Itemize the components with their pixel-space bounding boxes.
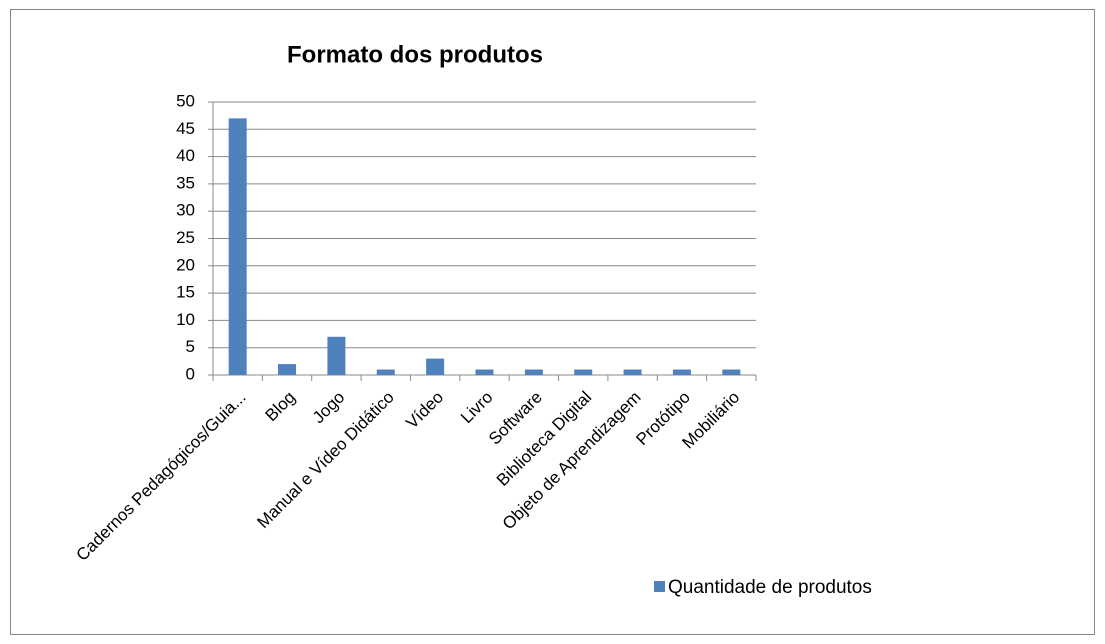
chart-frame bbox=[10, 9, 1095, 635]
bar bbox=[623, 369, 642, 375]
bar bbox=[228, 118, 247, 375]
chart-title: Formato dos produtos bbox=[287, 41, 543, 68]
y-tick-label: 50 bbox=[176, 91, 195, 110]
y-tick-label: 20 bbox=[176, 255, 195, 274]
bar bbox=[475, 369, 494, 375]
y-tick-label: 5 bbox=[186, 337, 195, 356]
bar bbox=[426, 358, 445, 375]
y-tick-label: 45 bbox=[176, 119, 195, 138]
y-tick-label: 35 bbox=[176, 173, 195, 192]
legend-swatch bbox=[654, 581, 665, 592]
y-tick-label: 40 bbox=[176, 146, 195, 165]
bar bbox=[376, 369, 395, 375]
y-tick-label: 10 bbox=[176, 310, 195, 329]
y-tick-label: 30 bbox=[176, 201, 195, 220]
y-tick-label: 15 bbox=[176, 283, 195, 302]
bar bbox=[722, 369, 741, 375]
bar bbox=[574, 369, 593, 375]
legend-label: Quantidade de produtos bbox=[668, 577, 872, 598]
y-tick-label: 0 bbox=[186, 364, 195, 383]
bar bbox=[672, 369, 691, 375]
y-tick-label: 25 bbox=[176, 228, 195, 247]
bar bbox=[327, 336, 346, 375]
bar bbox=[278, 364, 297, 375]
bar bbox=[524, 369, 543, 375]
